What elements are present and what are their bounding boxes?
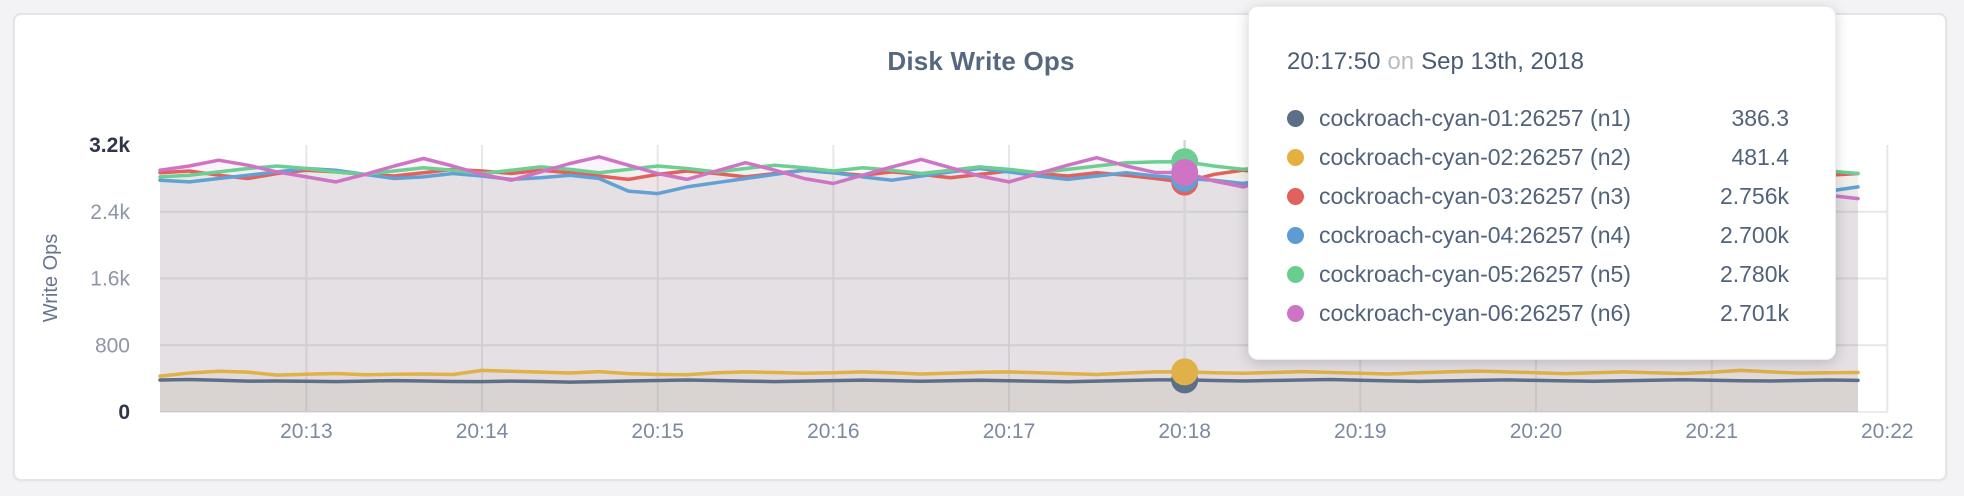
tooltip-row: cockroach-cyan-01:26257 (n1) 386.3 bbox=[1287, 99, 1789, 138]
tooltip-row: cockroach-cyan-03:26257 (n3) 2.756k bbox=[1287, 177, 1789, 216]
chart-title: Disk Write Ops bbox=[887, 46, 1075, 76]
hover-dot-n2 bbox=[1171, 358, 1199, 386]
series-name: cockroach-cyan-01:26257 (n1) bbox=[1319, 105, 1631, 131]
hover-dot-n6 bbox=[1171, 159, 1199, 186]
x-tick-label: 20:13 bbox=[280, 420, 333, 443]
series-color-dot-icon bbox=[1287, 110, 1304, 127]
tooltip-row: cockroach-cyan-06:26257 (n6) 2.701k bbox=[1287, 294, 1789, 333]
x-tick-label: 20:21 bbox=[1685, 420, 1738, 443]
series-color-dot-icon bbox=[1287, 188, 1304, 205]
series-name: cockroach-cyan-05:26257 (n5) bbox=[1319, 261, 1631, 287]
x-tick-label: 20:19 bbox=[1334, 420, 1387, 443]
tooltip-series-list: cockroach-cyan-01:26257 (n1) 386.3 cockroa… bbox=[1287, 99, 1789, 333]
y-tick-label: 1.6k bbox=[90, 268, 130, 291]
y-tick-label: 800 bbox=[95, 334, 130, 357]
series-value: 2.701k bbox=[1719, 300, 1789, 326]
series-line-n1 bbox=[158, 377, 1860, 384]
series-name: cockroach-cyan-06:26257 (n6) bbox=[1319, 300, 1631, 326]
y-tick-label: 0 bbox=[118, 401, 130, 424]
series-value: 2.780k bbox=[1719, 261, 1789, 287]
series-color-dot-icon bbox=[1287, 227, 1304, 244]
series-area-n1 bbox=[160, 379, 1858, 412]
x-tick-label: 20:18 bbox=[1158, 420, 1211, 443]
series-value: 481.4 bbox=[1731, 144, 1789, 170]
hover-tooltip: 20:17:50 on Sep 13th, 2018 cockroach-cyan-… bbox=[1248, 6, 1836, 360]
series-color-dot-icon bbox=[1287, 149, 1304, 166]
series-name: cockroach-cyan-03:26257 (n3) bbox=[1319, 183, 1631, 209]
y-tick-label: 3.2k bbox=[89, 134, 130, 157]
y-tick-label: 2.4k bbox=[90, 201, 130, 224]
tooltip-header: 20:17:50 on Sep 13th, 2018 bbox=[1287, 47, 1789, 77]
series-value: 2.700k bbox=[1719, 222, 1789, 248]
x-tick-label: 20:20 bbox=[1510, 420, 1563, 443]
series-value: 2.756k bbox=[1719, 183, 1789, 209]
x-tick-label: 20:17 bbox=[983, 420, 1036, 443]
x-tick-label: 20:16 bbox=[807, 420, 860, 443]
x-tick-label: 20:15 bbox=[631, 420, 684, 443]
tooltip-time: 20:17:50 bbox=[1287, 48, 1381, 75]
tooltip-preposition: on bbox=[1387, 48, 1415, 75]
tooltip-row: cockroach-cyan-04:26257 (n4) 2.700k bbox=[1287, 216, 1789, 255]
series-name: cockroach-cyan-02:26257 (n2) bbox=[1319, 144, 1631, 170]
series-value: 386.3 bbox=[1731, 105, 1789, 131]
x-tick-label: 20:14 bbox=[456, 420, 509, 443]
series-name: cockroach-cyan-04:26257 (n4) bbox=[1319, 222, 1631, 248]
x-tick-label: 20:22 bbox=[1861, 420, 1914, 443]
series-line-n2 bbox=[158, 368, 1860, 378]
series-color-dot-icon bbox=[1287, 305, 1304, 322]
y-axis-title: Write Ops bbox=[40, 234, 62, 323]
tooltip-row: cockroach-cyan-05:26257 (n5) 2.780k bbox=[1287, 255, 1789, 294]
tooltip-date: Sep 13th, 2018 bbox=[1421, 48, 1584, 75]
tooltip-row: cockroach-cyan-02:26257 (n2) 481.4 bbox=[1287, 138, 1789, 177]
series-color-dot-icon bbox=[1287, 266, 1304, 283]
